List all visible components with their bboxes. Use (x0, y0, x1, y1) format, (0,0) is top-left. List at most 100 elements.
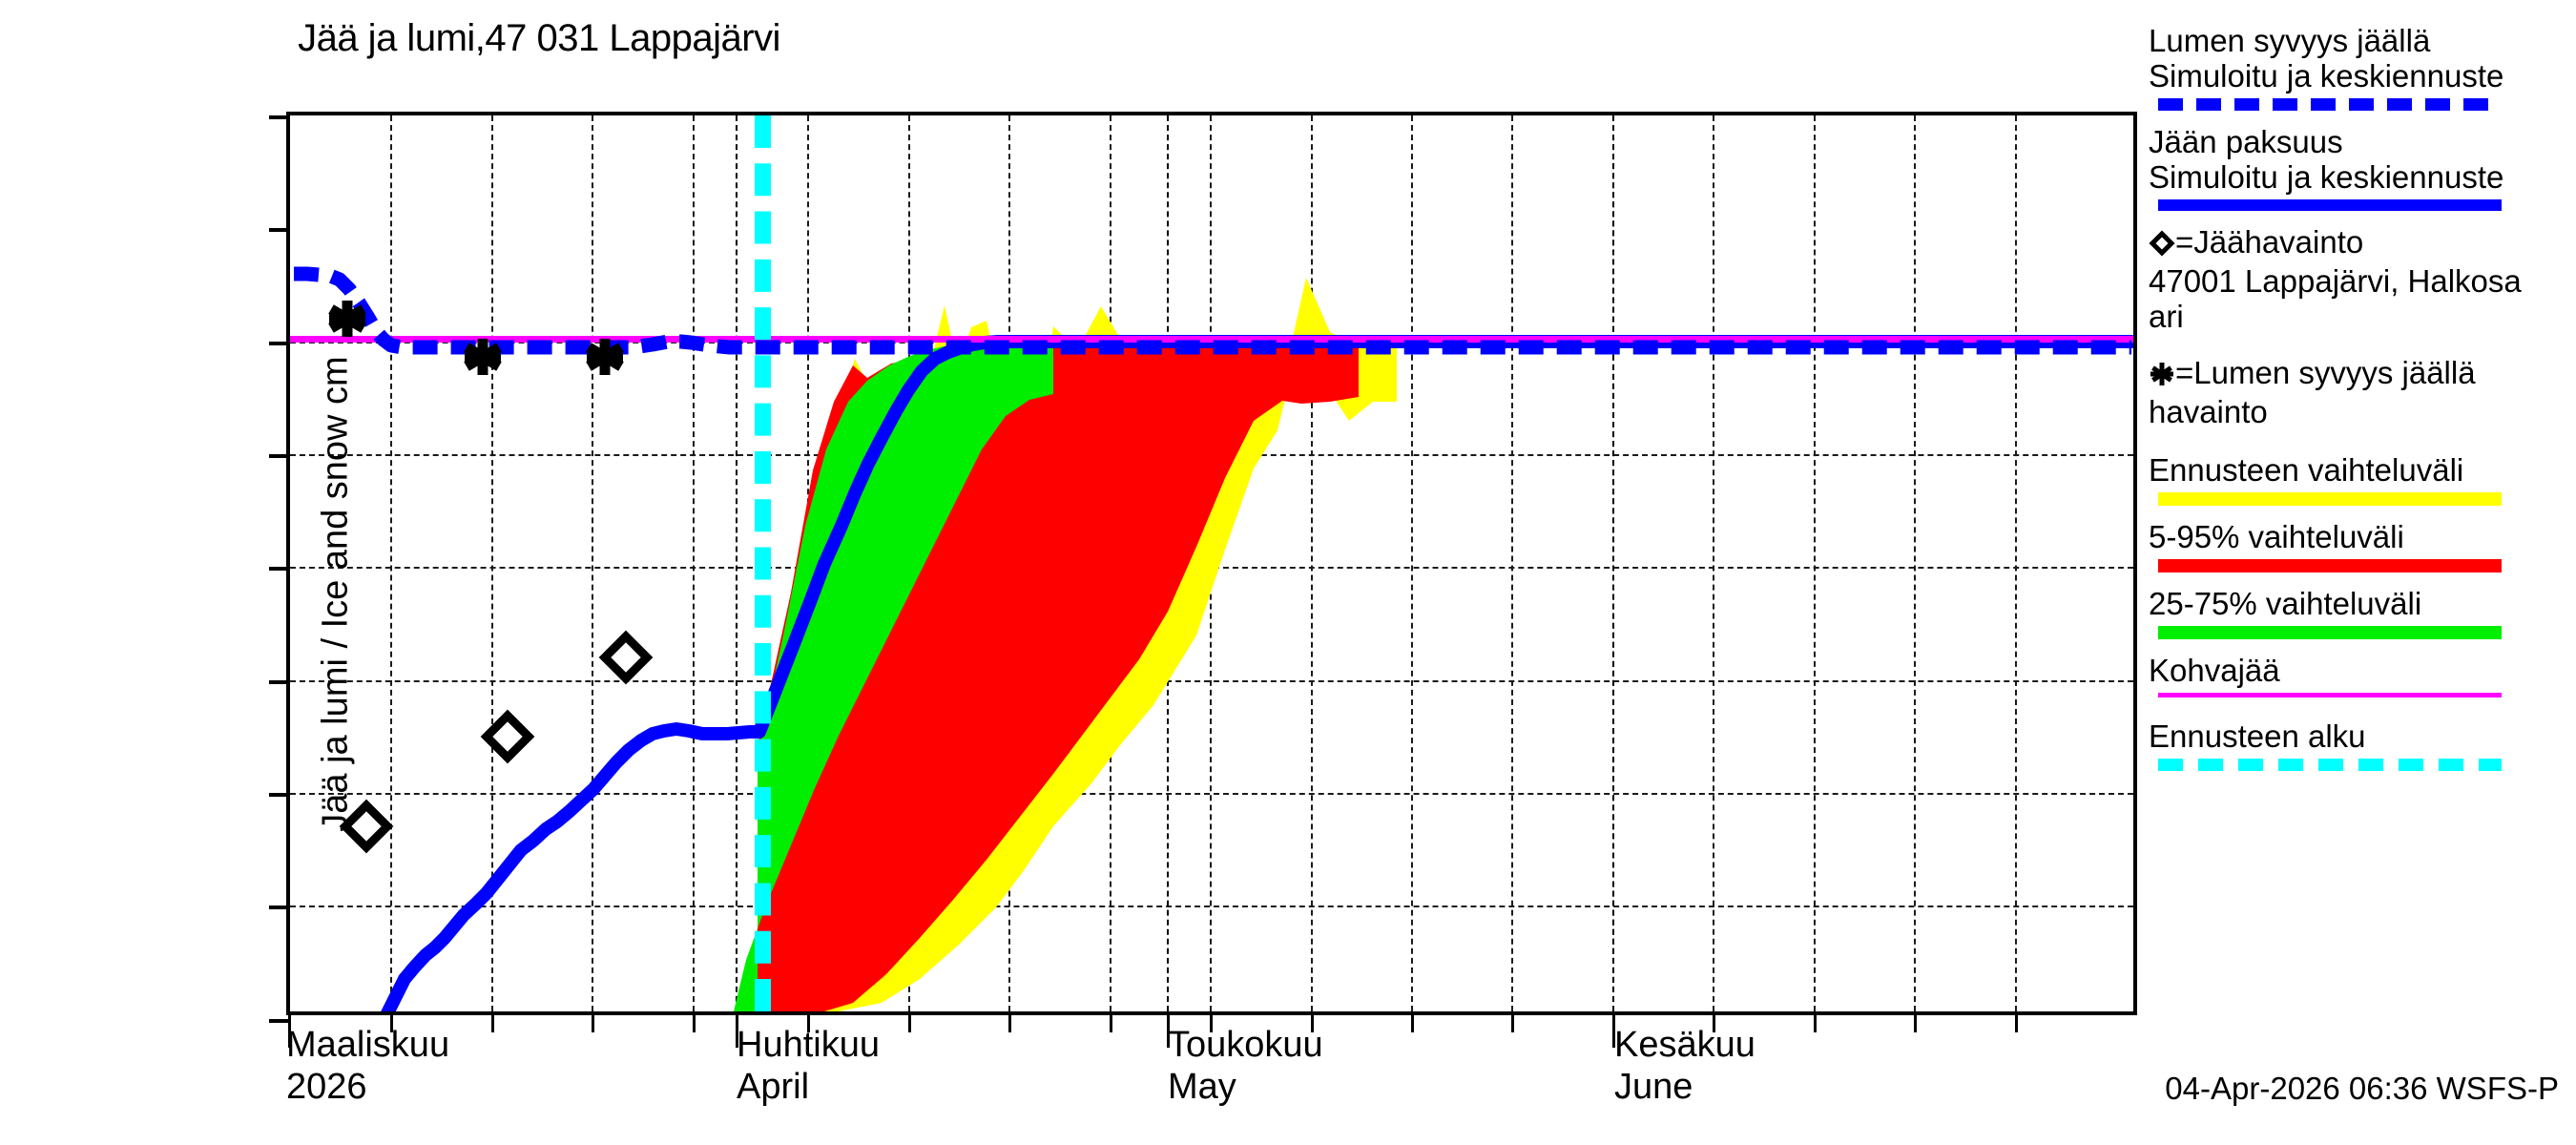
legend-swatch-forecast-start (2158, 759, 2502, 771)
legend-item-forecast-range[interactable]: Ennusteen vaihteluväli (2149, 452, 2568, 506)
gridline-x-w12 (1511, 115, 1514, 1011)
legend-item-5-95[interactable]: 5-95% vaihteluväli (2149, 519, 2568, 572)
xlabel-april: Huhtikuu April (737, 1024, 880, 1108)
xtick-jun-14 (1813, 1015, 1817, 1032)
xtick-may-3 (1210, 1015, 1213, 1032)
legend-item-forecast-start-title: Ennusteen alku (2149, 718, 2366, 754)
legend-swatch-snow-depth (2158, 98, 2502, 111)
band-25-75-vaihteluvali (734, 342, 1053, 1011)
xlabel-march-en: 2026 (286, 1067, 367, 1107)
ytick-mark-m50 (269, 793, 290, 797)
xlabel-june: Kesäkuu June (1614, 1024, 1755, 1108)
xtick-jun-28 (2014, 1015, 2018, 1032)
legend-item-25-75-title: 25-75% vaihteluväli (2149, 586, 2422, 621)
legend-item-25-75[interactable]: 25-75% vaihteluväli (2149, 586, 2568, 639)
legend-item-ice-observation-text: =Jäähavainto (2175, 224, 2364, 260)
chart-canvas (290, 115, 2133, 1011)
xlabel-march: Maaliskuu 2026 (286, 1024, 449, 1108)
gridline-y-m50 (290, 906, 2133, 908)
snow-observation-asterisk-icon (328, 301, 624, 375)
page-title: Jää ja lumi,47 031 Lappajärvi (298, 17, 780, 59)
xtick-apr-26 (1109, 1015, 1112, 1032)
ytick-mark-m60 (269, 906, 290, 910)
xlabel-may-fi: Toukokuu (1168, 1025, 1323, 1065)
xtick-may-24 (1511, 1015, 1515, 1032)
xtick-apr-12 (907, 1015, 911, 1032)
footer-timestamp: 04-Apr-2026 06:36 WSFS-P (2165, 1071, 2559, 1106)
gridline-x-w16 (1914, 115, 1917, 1011)
gridline-y-m40 (290, 793, 2133, 795)
legend-item-ice-observation[interactable]: =Jäähavainto 47001 Lappajärvi, Halkosa a… (2149, 224, 2568, 334)
xtick-jun-7 (1713, 1015, 1716, 1032)
gridline-x-w10 (1310, 115, 1313, 1011)
diamond-icon (2149, 228, 2175, 263)
gridline-x-w11 (1410, 115, 1413, 1011)
forecast-start-line (755, 115, 771, 1011)
xlabel-april-fi: Huhtikuu (737, 1025, 880, 1065)
kohvajaa-line (290, 336, 2133, 343)
ytick-mark-m70 (269, 1018, 290, 1023)
legend-item-ice-thickness-title: Jään paksuus (2149, 124, 2343, 159)
gridline-x-w2 (490, 115, 493, 1011)
legend-item-ice-observation-station2: ari (2149, 299, 2184, 334)
chart-legend: Lumen syvyys jäällä Simuloitu ja keskien… (2149, 23, 2568, 784)
xtick-may-10 (1310, 1015, 1314, 1032)
ytick-mark-0 (269, 228, 290, 233)
ytick-mark-m20 (269, 454, 290, 458)
gridline-x-w3 (592, 115, 594, 1011)
gridline-x-w14 (1713, 115, 1715, 1011)
gridline-x-w1 (390, 115, 393, 1011)
legend-item-snow-depth-subtitle: Simuloitu ja keskiennuste (2149, 58, 2504, 94)
legend-item-snow-depth[interactable]: Lumen syvyys jäällä Simuloitu ja keskien… (2149, 23, 2568, 111)
legend-item-forecast-range-title: Ennusteen vaihteluväli (2149, 452, 2464, 488)
xlabel-may-en: May (1168, 1067, 1236, 1107)
legend-item-ice-thickness-subtitle: Simuloitu ja keskiennuste (2149, 159, 2504, 195)
asterisk-icon (2149, 359, 2175, 394)
gridline-x-june (1612, 115, 1615, 1011)
legend-item-ice-thickness[interactable]: Jään paksuus Simuloitu ja keskiennuste (2149, 124, 2568, 211)
legend-item-forecast-start[interactable]: Ennusteen alku (2149, 718, 2568, 771)
legend-item-ice-observation-station: 47001 Lappajärvi, Halkosa (2149, 263, 2522, 299)
xtick-apr-5 (807, 1015, 811, 1032)
gridline-x-april (735, 115, 737, 1011)
xtick-mar-15 (490, 1015, 494, 1032)
legend-item-snow-observation-text: =Lumen syvyys jäällä (2175, 355, 2476, 390)
legend-swatch-25-75 (2158, 626, 2502, 639)
xlabel-may: Toukokuu May (1168, 1024, 1323, 1108)
observation-markers (328, 301, 654, 854)
ytick-mark-m10 (269, 341, 290, 345)
xtick-may-1 (1167, 1015, 1171, 1048)
chart-plot-area: 10 0 -10 -20 -30 -40 -50 -60 -70 Jää ja … (269, 112, 2137, 1107)
ytick-mark-m40 (269, 679, 290, 684)
xlabel-june-en: June (1614, 1067, 1693, 1107)
legend-item-ice-observation-title: =Jäähavainto (2149, 224, 2568, 263)
legend-swatch-kohvajaa (2158, 693, 2502, 697)
xtick-mar-8 (390, 1015, 394, 1032)
xtick-mar-1 (288, 1015, 291, 1048)
ice-observation-diamond-icon (339, 630, 654, 854)
forecast-bands (734, 278, 1397, 1011)
legend-swatch-forecast-range (2158, 492, 2502, 506)
legend-swatch-5-95 (2158, 559, 2502, 572)
xtick-apr-19 (1008, 1015, 1012, 1032)
ytick-mark-10 (269, 115, 290, 119)
xtick-jun-21 (1914, 1015, 1918, 1032)
legend-item-kohvajaa-title: Kohvajää (2149, 653, 2280, 688)
legend-item-snow-observation-title: =Lumen syvyys jäällä (2149, 355, 2568, 394)
xlabel-june-fi: Kesäkuu (1614, 1025, 1755, 1065)
legend-item-kohvajaa[interactable]: Kohvajää (2149, 653, 2568, 697)
legend-item-snow-observation-sub: havainto (2149, 394, 2268, 429)
y-axis-title: Jää ja lumi / Ice and snow cm (315, 356, 356, 832)
xtick-may-17 (1410, 1015, 1414, 1032)
xtick-jun-1 (1612, 1015, 1616, 1048)
gridline-x-w17 (2014, 115, 2017, 1011)
legend-item-snow-observation[interactable]: =Lumen syvyys jäällä havainto (2149, 355, 2568, 429)
gridline-y-m30 (290, 679, 2133, 682)
gridline-x-w15 (1813, 115, 1816, 1011)
xlabel-march-fi: Maaliskuu (286, 1025, 450, 1065)
snow-depth-line (294, 266, 2131, 355)
xtick-mar-22 (592, 1015, 595, 1032)
gridline-x-w4 (692, 115, 695, 1011)
legend-swatch-ice-thickness (2158, 199, 2502, 211)
xlabel-april-en: April (737, 1067, 810, 1107)
